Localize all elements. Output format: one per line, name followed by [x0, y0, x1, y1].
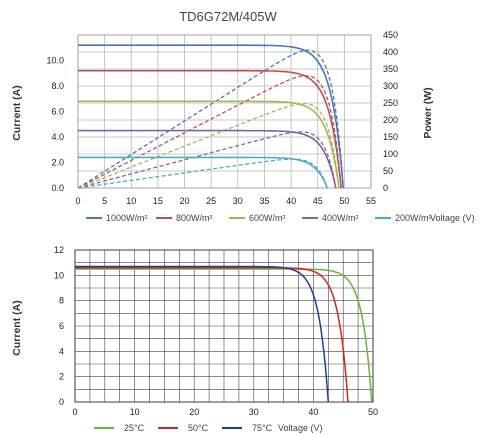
iv-curve-1: [78, 44, 345, 189]
y2-tick-label: 350: [383, 64, 398, 74]
chart1-grid: [77, 34, 372, 189]
legend-label: 25°C: [124, 423, 145, 433]
iv-curve-5: [78, 156, 329, 189]
x-tick-label: 55: [366, 196, 376, 206]
power-curve-4: [77, 131, 337, 189]
y-tick-label: 2: [59, 372, 64, 382]
legend-label: 400W/m²: [322, 213, 359, 223]
plot-border: [74, 249, 374, 403]
chart1-axes: 0 5 10 15 20 25 30 35 40 45 50 55 0 50 100 150 200 250 300…: [46, 30, 398, 206]
chart2-curves: [75, 265, 373, 403]
chart1-y2-axis-title: Power (W): [422, 87, 434, 138]
x-tick-label: 0: [72, 407, 77, 417]
x-tick-label: 30: [233, 196, 243, 206]
power-curve-3: [77, 103, 340, 189]
y-tick-label: 8: [59, 296, 64, 306]
x-axis-title: Voltage (V): [430, 213, 475, 223]
chart2-grid: [74, 249, 374, 403]
y2-tick-label: 300: [383, 81, 398, 91]
x-tick-label: 15: [153, 196, 163, 206]
chart1-legend: 1000W/m² 800W/m² 600W/m² 400W/m² 200W/m²Volt…: [86, 213, 475, 223]
y-tick-label: 0.0: [51, 183, 64, 193]
plot-border: [77, 34, 372, 189]
y2-tick-label: 250: [383, 98, 398, 108]
y-tick-label: 0: [59, 397, 64, 407]
x-tick-label: 40: [308, 407, 318, 417]
y-tick-label: 10: [54, 270, 64, 280]
x-tick-label: 5: [102, 196, 107, 206]
y2-tick-label: 200: [383, 115, 398, 125]
iv-curve-3: [78, 100, 340, 189]
chart-title: TD6G72M/405W: [179, 9, 277, 24]
y2-tick-label: 450: [383, 30, 398, 40]
chart2-y-axis-title: Current (A): [11, 300, 23, 355]
x-tick-label: 50: [339, 196, 349, 206]
y2-tick-label: 0: [383, 183, 388, 193]
y-tick-label: 2.0: [51, 158, 64, 168]
chart2-legend: 25°C 50°C 75°C Voltage (V): [94, 423, 323, 433]
power-curve-5: [77, 158, 328, 189]
y-tick-label: 6.0: [51, 107, 64, 117]
legend-label: 600W/m²: [249, 213, 286, 223]
y2-tick-label: 400: [383, 47, 398, 57]
iv-curve-2: [78, 69, 342, 189]
x-tick-label: 45: [313, 196, 323, 206]
legend-label: 1000W/m²: [106, 213, 148, 223]
y-tick-label: 12: [54, 245, 64, 255]
chart2-axes: 0 10 20 30 40 50 0 2 4 6 8 10 12: [54, 245, 378, 417]
x-tick-label: 50: [368, 407, 378, 417]
legend-label: 800W/m²: [176, 213, 213, 223]
x-tick-label: 30: [249, 407, 259, 417]
x-tick-label: 25: [206, 196, 216, 206]
y-tick-label: 10.0: [46, 56, 64, 66]
legend-label: 75°C: [252, 423, 273, 433]
chart1-curves: [77, 44, 345, 189]
y-tick-label: 8.0: [51, 81, 64, 91]
temperature-curve-3: [75, 265, 330, 403]
y2-tick-label: 100: [383, 149, 398, 159]
power-curve-1: [77, 49, 344, 189]
y2-tick-label: 150: [383, 132, 398, 142]
x-axis-title: Voltage (V): [278, 423, 323, 433]
y2-tick-label: 50: [383, 166, 393, 176]
temperature-curve-1: [75, 268, 373, 403]
x-tick-label: 10: [130, 407, 140, 417]
y-tick-label: 4: [59, 346, 64, 356]
legend-label: 50°C: [188, 423, 209, 433]
x-tick-label: 40: [286, 196, 296, 206]
x-tick-label: 0: [75, 196, 80, 206]
x-tick-label: 20: [189, 407, 199, 417]
x-tick-label: 10: [126, 196, 136, 206]
legend-label: 200W/m²: [395, 213, 432, 223]
chart1-y-axis-title: Current (A): [11, 85, 23, 140]
temperature-curve-2: [75, 266, 349, 403]
power-curve-2: [77, 75, 342, 189]
x-tick-label: 20: [180, 196, 190, 206]
y-tick-label: 4.0: [51, 132, 64, 142]
y-tick-label: 6: [59, 321, 64, 331]
x-tick-label: 35: [259, 196, 269, 206]
